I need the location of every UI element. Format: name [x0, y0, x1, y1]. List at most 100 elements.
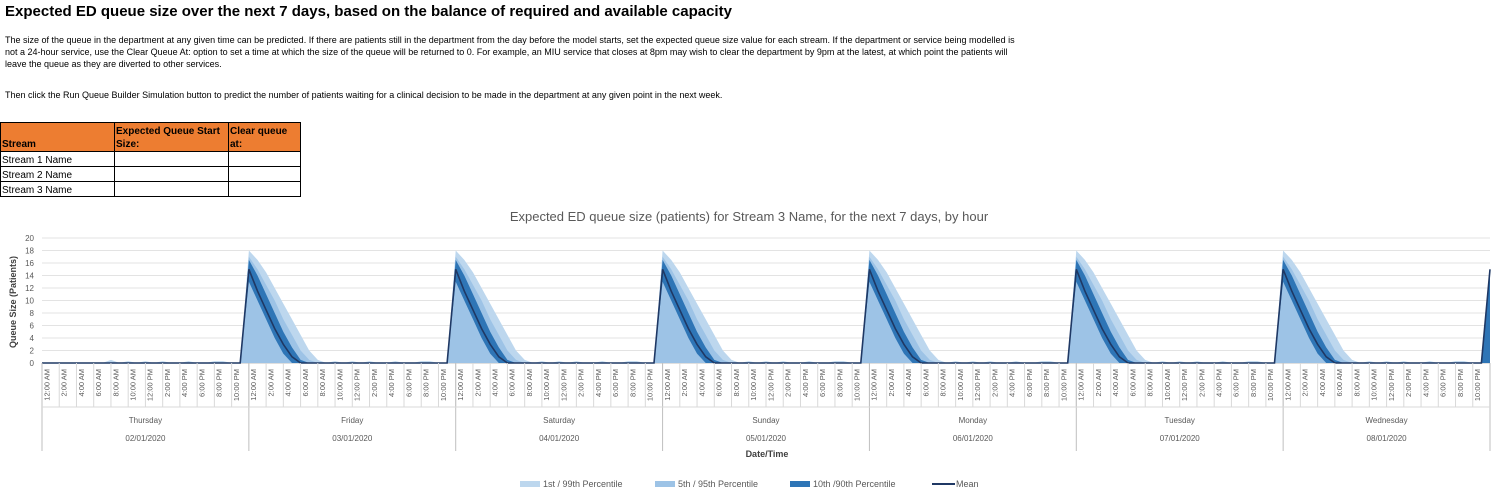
- x-hour-label: 4:00 PM: [1215, 369, 1224, 397]
- clear-at-cell[interactable]: [228, 151, 301, 167]
- x-hour-label: 6:00 PM: [198, 369, 207, 397]
- x-day-label: Wednesday: [1366, 416, 1408, 425]
- x-hour-label: 8:00 AM: [939, 369, 948, 397]
- x-date-label: 05/01/2020: [746, 434, 787, 443]
- x-hour-label: 4:00 AM: [284, 369, 293, 397]
- x-hour-label: 8:00 AM: [318, 369, 327, 397]
- instructions-line-3: leave the queue as they are diverted to …: [5, 59, 222, 69]
- header-clear-at: Clear queue at:: [228, 122, 301, 152]
- header-start-size: Expected Queue Start Size:: [114, 122, 229, 152]
- x-hour-label: 4:00 AM: [77, 369, 86, 397]
- x-hour-label: 12:00 PM: [1180, 369, 1189, 401]
- x-hour-label: 6:00 AM: [94, 369, 103, 397]
- x-hour-label: 4:00 PM: [387, 369, 396, 397]
- stream-name-cell: Stream 1 Name: [0, 151, 115, 167]
- x-hour-label: 12:00 AM: [1284, 369, 1293, 401]
- queue-size-chart: Expected ED queue size (patients) for St…: [8, 209, 1491, 489]
- x-hour-label: 12:00 PM: [353, 369, 362, 401]
- table-row: Stream 1 Name: [0, 151, 301, 167]
- x-hour-label: 2:00 PM: [1404, 369, 1413, 397]
- x-hour-label: 4:00 PM: [594, 369, 603, 397]
- x-hour-label: 6:00 PM: [1439, 369, 1448, 397]
- x-hour-label: 8:00 PM: [1249, 369, 1258, 397]
- start-size-cell[interactable]: [114, 166, 229, 182]
- x-hour-label: 2:00 PM: [370, 369, 379, 397]
- x-hour-label: 12:00 AM: [42, 369, 51, 401]
- x-hour-label: 10:00 PM: [1266, 369, 1275, 401]
- x-day-label: Sunday: [752, 416, 779, 425]
- x-hour-label: 4:00 AM: [904, 369, 913, 397]
- page-title: Expected ED queue size over the next 7 d…: [5, 3, 732, 20]
- x-hour-label: 10:00 PM: [439, 369, 448, 401]
- x-hour-label: 2:00 PM: [990, 369, 999, 397]
- x-day-label: Thursday: [129, 416, 162, 425]
- instructions-line-2: not a 24-hour service, use the Clear Que…: [5, 47, 1008, 57]
- x-hour-label: 10:00 AM: [129, 369, 138, 401]
- x-hour-label: 12:00 AM: [249, 369, 258, 401]
- series-layer: [42, 250, 1491, 364]
- x-hour-label: 4:00 AM: [697, 369, 706, 397]
- chart-title: Expected ED queue size (patients) for St…: [510, 209, 989, 224]
- stream-settings-table: Stream Expected Queue Start Size: Clear …: [0, 122, 301, 197]
- x-hour-label: 2:00 PM: [784, 369, 793, 397]
- x-hour-label: 12:00 PM: [973, 369, 982, 401]
- run-instructions: Then click the Run Queue Builder Simulat…: [5, 90, 723, 100]
- x-hour-label: 4:00 PM: [180, 369, 189, 397]
- y-tick-label: 0: [30, 359, 35, 368]
- x-hour-label: 10:00 AM: [1370, 369, 1379, 401]
- start-size-cell[interactable]: [114, 151, 229, 167]
- stream-name-cell: Stream 2 Name: [0, 166, 115, 182]
- y-tick-label: 6: [30, 322, 35, 331]
- x-hour-label: 4:00 AM: [1111, 369, 1120, 397]
- x-hour-label: 12:00 PM: [146, 369, 155, 401]
- y-tick-label: 10: [25, 297, 34, 306]
- x-hour-label: 10:00 PM: [1473, 369, 1482, 401]
- x-axis-label: Date/Time: [746, 449, 789, 459]
- x-hour-label: 10:00 AM: [1163, 369, 1172, 401]
- x-day-label: Tuesday: [1165, 416, 1195, 425]
- legend-label-p5-95: 5th / 95th Percentile: [678, 479, 758, 489]
- table-header-row: Stream Expected Queue Start Size: Clear …: [0, 122, 301, 152]
- x-hour-label: 10:00 PM: [1059, 369, 1068, 401]
- x-hour-label: 2:00 AM: [1301, 369, 1310, 397]
- x-hour-label: 10:00 AM: [749, 369, 758, 401]
- instructions-paragraph: The size of the queue in the department …: [5, 34, 1175, 70]
- x-date-label: 07/01/2020: [1160, 434, 1201, 443]
- x-hour-label: 2:00 AM: [266, 369, 275, 397]
- x-hour-label: 6:00 PM: [818, 369, 827, 397]
- band-5th-95th-percentile: [42, 256, 1490, 363]
- x-hour-label: 4:00 AM: [491, 369, 500, 397]
- x-hour-label: 8:00 AM: [525, 369, 534, 397]
- x-hour-label: 12:00 AM: [870, 369, 879, 401]
- x-hour-label: 6:00 AM: [715, 369, 724, 397]
- y-axis-label: Queue Size (Patients): [8, 256, 18, 348]
- x-hour-label: 8:00 AM: [732, 369, 741, 397]
- x-hour-label: 8:00 AM: [1352, 369, 1361, 397]
- x-hour-label: 8:00 PM: [215, 369, 224, 397]
- x-hour-label: 4:00 PM: [1421, 369, 1430, 397]
- legend: 1st / 99th Percentile 5th / 95th Percent…: [520, 479, 979, 489]
- y-tick-label: 12: [25, 284, 34, 293]
- legend-label-p10-90: 10th /90th Percentile: [813, 479, 896, 489]
- x-hour-label: 6:00 PM: [1025, 369, 1034, 397]
- x-hour-label: 10:00 AM: [542, 369, 551, 401]
- clear-at-cell[interactable]: [228, 181, 301, 197]
- legend-swatch-p1-99: [520, 481, 540, 487]
- x-hour-label: 8:00 AM: [111, 369, 120, 397]
- y-tick-label: 20: [25, 234, 34, 243]
- x-date-label: 04/01/2020: [539, 434, 580, 443]
- x-hour-label: 12:00 AM: [456, 369, 465, 401]
- x-hour-label: 10:00 PM: [853, 369, 862, 401]
- x-hour-label: 2:00 PM: [163, 369, 172, 397]
- start-size-cell[interactable]: [114, 181, 229, 197]
- x-hour-label: 4:00 AM: [1318, 369, 1327, 397]
- y-tick-label: 8: [30, 309, 35, 318]
- x-day-label: Monday: [959, 416, 987, 425]
- x-hour-label: 6:00 AM: [1335, 369, 1344, 397]
- y-tick-label: 18: [25, 247, 34, 256]
- clear-at-cell[interactable]: [228, 166, 301, 182]
- x-hour-label: 2:00 AM: [887, 369, 896, 397]
- x-hour-label: 12:00 PM: [766, 369, 775, 401]
- x-hour-label: 12:00 AM: [663, 369, 672, 401]
- x-date-label: 02/01/2020: [125, 434, 166, 443]
